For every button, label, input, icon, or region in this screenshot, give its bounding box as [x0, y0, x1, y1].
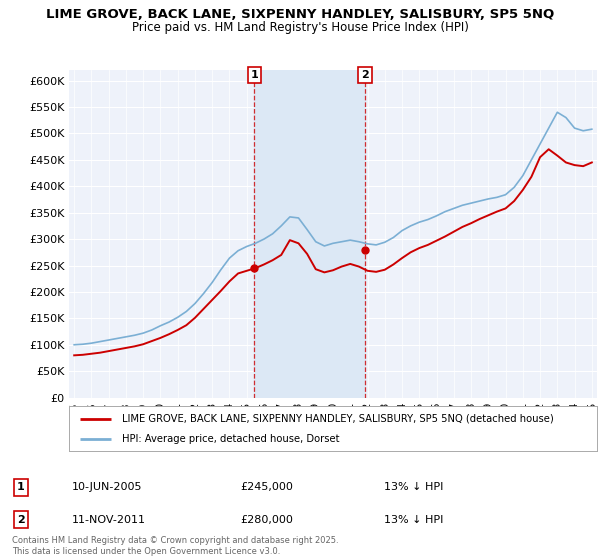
Text: Price paid vs. HM Land Registry's House Price Index (HPI): Price paid vs. HM Land Registry's House …: [131, 21, 469, 34]
Text: LIME GROVE, BACK LANE, SIXPENNY HANDLEY, SALISBURY, SP5 5NQ (detached house): LIME GROVE, BACK LANE, SIXPENNY HANDLEY,…: [122, 413, 554, 423]
Text: 2: 2: [361, 70, 369, 80]
Text: £280,000: £280,000: [240, 515, 293, 525]
Text: LIME GROVE, BACK LANE, SIXPENNY HANDLEY, SALISBURY, SP5 5NQ: LIME GROVE, BACK LANE, SIXPENNY HANDLEY,…: [46, 8, 554, 21]
Text: HPI: Average price, detached house, Dorset: HPI: Average price, detached house, Dors…: [122, 433, 340, 444]
Text: 13% ↓ HPI: 13% ↓ HPI: [384, 515, 443, 525]
Text: Contains HM Land Registry data © Crown copyright and database right 2025.
This d: Contains HM Land Registry data © Crown c…: [12, 536, 338, 556]
Text: £245,000: £245,000: [240, 482, 293, 492]
Text: 1: 1: [250, 70, 258, 80]
Text: 11-NOV-2011: 11-NOV-2011: [72, 515, 146, 525]
Text: 13% ↓ HPI: 13% ↓ HPI: [384, 482, 443, 492]
Text: 10-JUN-2005: 10-JUN-2005: [72, 482, 143, 492]
Text: 2: 2: [17, 515, 25, 525]
Bar: [254, 70, 365, 398]
Text: 1: 1: [17, 482, 25, 492]
